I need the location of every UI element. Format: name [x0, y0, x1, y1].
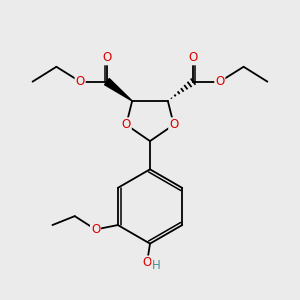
Text: O: O [215, 75, 224, 88]
Text: O: O [169, 118, 178, 131]
Polygon shape [105, 79, 132, 101]
Text: O: O [188, 51, 198, 64]
Text: H: H [152, 259, 161, 272]
Text: O: O [76, 75, 85, 88]
Text: O: O [122, 118, 131, 131]
Text: O: O [91, 223, 100, 236]
Text: O: O [142, 256, 152, 269]
Text: O: O [102, 51, 112, 64]
